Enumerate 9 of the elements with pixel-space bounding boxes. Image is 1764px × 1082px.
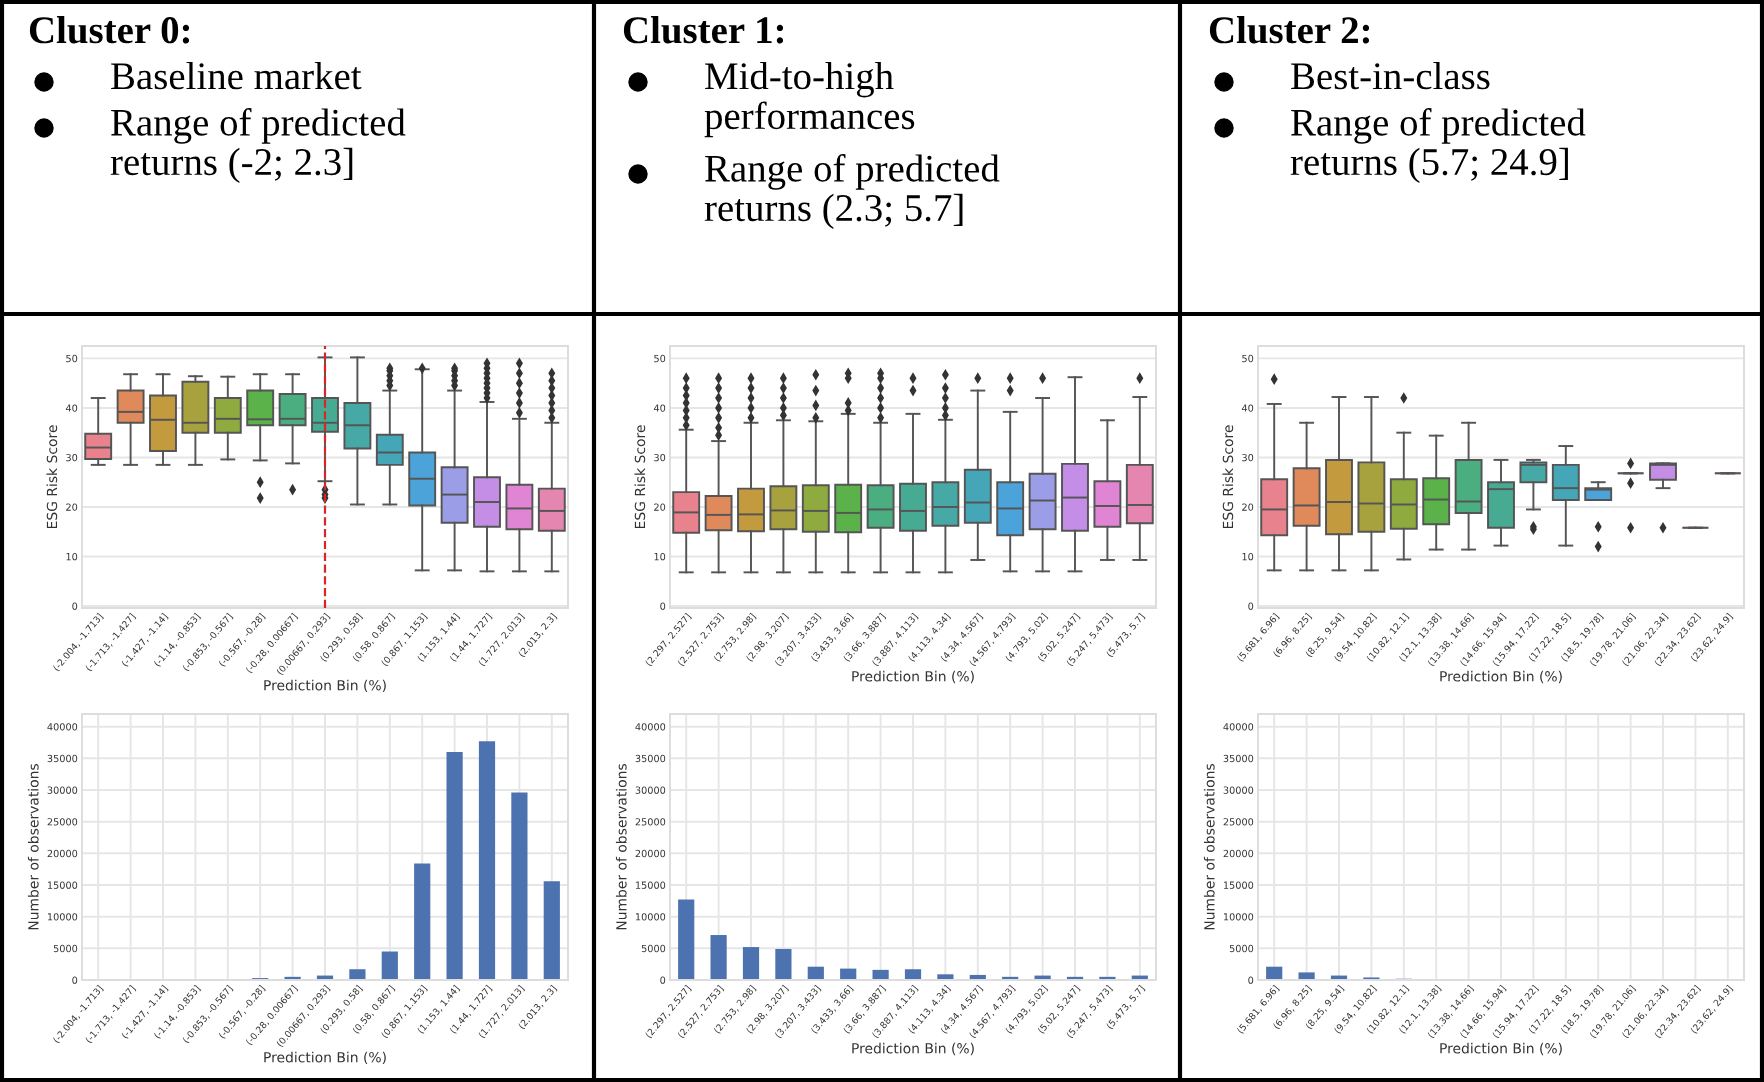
text: Range of predicted returns (-2; 2.3] <box>110 108 406 184</box>
text: Baseline market <box>111 62 362 90</box>
chart-title: Cluster 1: <box>623 16 784 44</box>
text: Range of predicted returns (5.7; 24.9] <box>1290 108 1586 184</box>
text: Mid-to-high performances <box>704 62 915 138</box>
text: Best-in-class <box>1291 62 1490 90</box>
text: Range of predicted returns (2.3; 5.7] <box>704 154 1000 230</box>
chart-title: Cluster 2: <box>1209 16 1370 44</box>
chart-title: Cluster 0: <box>29 16 190 44</box>
